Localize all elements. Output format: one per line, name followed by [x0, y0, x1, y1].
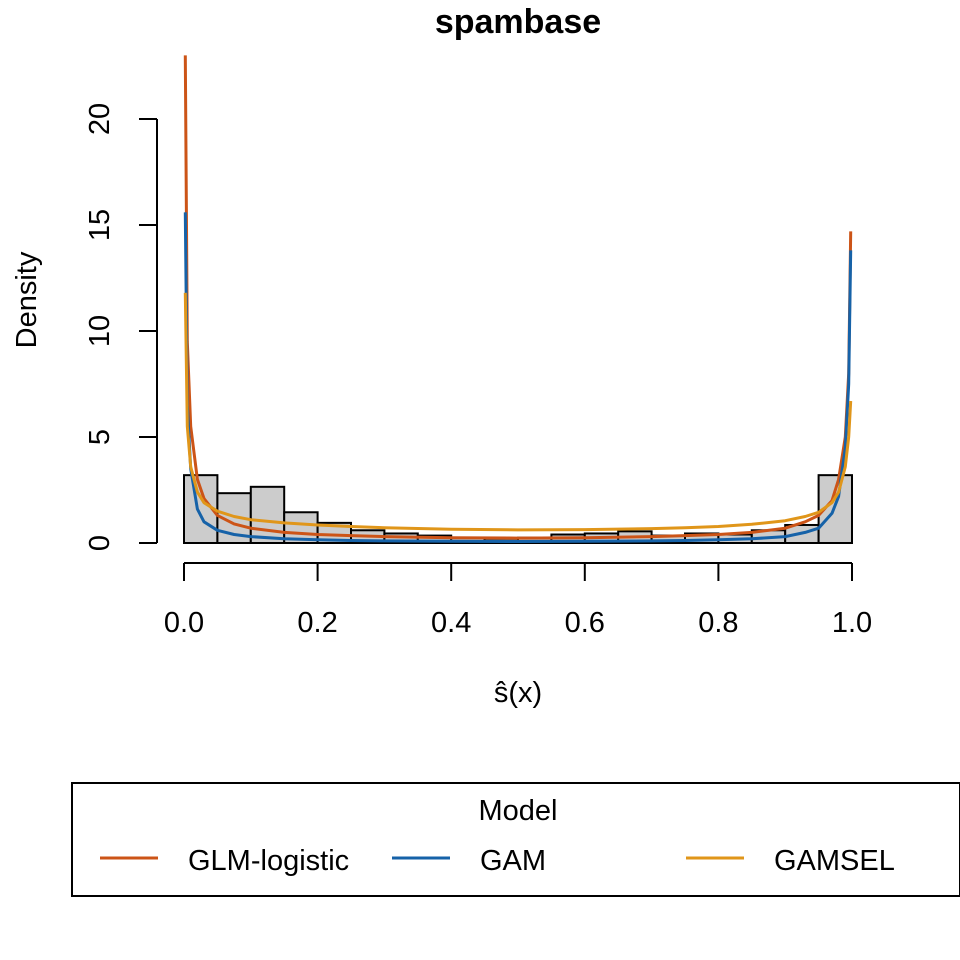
legend-label: GAM	[480, 845, 546, 877]
histogram-bar	[249, 485, 286, 545]
y-tick-label: 10	[84, 315, 116, 347]
legend-title: Model	[479, 795, 558, 827]
y-axis: 0 5 10 15 20	[84, 103, 158, 551]
x-tick-label: 1.0	[832, 607, 872, 639]
y-tick-label: 20	[84, 103, 116, 135]
legend-label: GLM-logistic	[188, 845, 349, 877]
legend-label: GAMSEL	[774, 845, 895, 877]
x-axis: 0.0 0.2 0.4 0.6 0.8 1.0	[164, 562, 872, 639]
y-tick-label: 5	[84, 429, 116, 445]
legend-items: GLM-logistic GAM GAMSEL	[100, 845, 895, 877]
legend-box	[71, 782, 960, 897]
density-curves	[183, 55, 853, 543]
x-axis-label: ŝ(x)	[494, 677, 542, 709]
x-tick-label: 0.2	[297, 607, 337, 639]
x-tick-label: 0.8	[698, 607, 738, 639]
series-line-gam	[183, 212, 853, 543]
series-line-glm-logistic	[183, 55, 853, 540]
x-tick-label: 0.0	[164, 607, 204, 639]
y-tick-label: 0	[84, 535, 116, 551]
series-line-gamsel	[183, 292, 853, 532]
y-tick-label: 15	[84, 209, 116, 241]
legend: Model GLM-logistic GAM GAMSEL	[71, 782, 960, 897]
chart-title: spambase	[435, 3, 601, 41]
y-axis-label: Density	[11, 251, 43, 348]
x-tick-label: 0.6	[565, 607, 605, 639]
x-tick-label: 0.4	[431, 607, 471, 639]
